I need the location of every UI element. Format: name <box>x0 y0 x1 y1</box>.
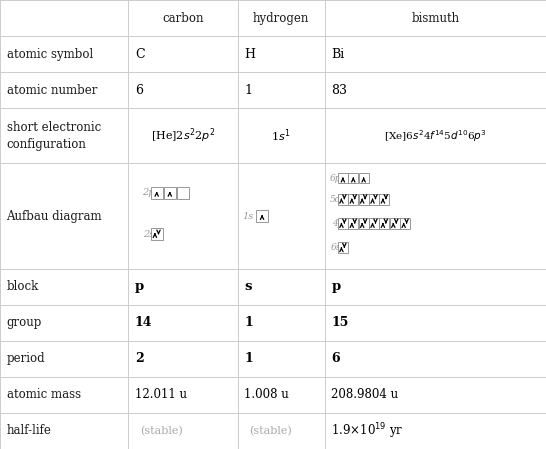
Text: atomic mass: atomic mass <box>7 388 81 401</box>
FancyBboxPatch shape <box>379 194 389 205</box>
FancyBboxPatch shape <box>359 173 369 184</box>
Text: group: group <box>7 317 42 330</box>
Text: p: p <box>135 281 144 294</box>
Text: short electronic
configuration: short electronic configuration <box>7 121 101 151</box>
Text: H: H <box>244 48 255 61</box>
Text: s: s <box>244 281 252 294</box>
Text: 208.9804 u: 208.9804 u <box>331 388 399 401</box>
Text: 1: 1 <box>244 84 252 97</box>
Text: 2p: 2p <box>142 188 155 198</box>
Text: 2s: 2s <box>143 229 155 238</box>
FancyBboxPatch shape <box>369 194 379 205</box>
Text: half-life: half-life <box>7 424 51 437</box>
Text: 15: 15 <box>331 317 349 330</box>
FancyBboxPatch shape <box>177 187 189 199</box>
Text: 1$s^1$: 1$s^1$ <box>271 128 291 144</box>
Text: 12.011 u: 12.011 u <box>135 388 187 401</box>
FancyBboxPatch shape <box>164 187 176 199</box>
Text: carbon: carbon <box>162 12 204 25</box>
Text: block: block <box>7 281 39 294</box>
FancyBboxPatch shape <box>338 218 348 229</box>
Text: [He]2$s^2$2$p^2$: [He]2$s^2$2$p^2$ <box>151 126 215 145</box>
FancyBboxPatch shape <box>390 218 400 229</box>
Text: 1.008 u: 1.008 u <box>244 388 289 401</box>
FancyBboxPatch shape <box>338 242 348 253</box>
FancyBboxPatch shape <box>348 173 358 184</box>
Text: 2: 2 <box>135 352 144 365</box>
Text: hydrogen: hydrogen <box>253 12 310 25</box>
FancyBboxPatch shape <box>379 218 389 229</box>
FancyBboxPatch shape <box>338 194 348 205</box>
Text: 83: 83 <box>331 84 347 97</box>
Text: 6s: 6s <box>331 243 341 252</box>
FancyBboxPatch shape <box>151 228 163 240</box>
Text: 14: 14 <box>135 317 152 330</box>
FancyBboxPatch shape <box>359 218 369 229</box>
FancyBboxPatch shape <box>359 194 369 205</box>
Text: Bi: Bi <box>331 48 345 61</box>
Text: 5d: 5d <box>330 195 341 204</box>
FancyBboxPatch shape <box>338 173 348 184</box>
Text: p: p <box>331 281 341 294</box>
Text: 1.9×10$^{19}$ yr: 1.9×10$^{19}$ yr <box>331 421 404 441</box>
Text: 6: 6 <box>135 84 143 97</box>
Text: bismuth: bismuth <box>411 12 460 25</box>
Text: 4f: 4f <box>332 219 341 228</box>
FancyBboxPatch shape <box>348 194 358 205</box>
Text: Aufbau diagram: Aufbau diagram <box>7 210 102 223</box>
Text: (stable): (stable) <box>140 426 183 436</box>
Text: C: C <box>135 48 145 61</box>
Text: 6: 6 <box>331 352 340 365</box>
Text: 1: 1 <box>244 352 253 365</box>
FancyBboxPatch shape <box>348 218 358 229</box>
FancyBboxPatch shape <box>400 218 410 229</box>
Text: atomic number: atomic number <box>7 84 97 97</box>
FancyBboxPatch shape <box>256 210 268 222</box>
Text: [Xe]6$s^2$4$f^{14}$5$d^{10}$6$p^3$: [Xe]6$s^2$4$f^{14}$5$d^{10}$6$p^3$ <box>384 128 487 144</box>
FancyBboxPatch shape <box>151 187 163 199</box>
Text: 6p: 6p <box>330 174 341 183</box>
FancyBboxPatch shape <box>369 218 379 229</box>
Text: 1s: 1s <box>242 211 254 220</box>
Text: atomic symbol: atomic symbol <box>7 48 93 61</box>
Text: (stable): (stable) <box>250 426 292 436</box>
Text: period: period <box>7 352 45 365</box>
Text: 1: 1 <box>244 317 253 330</box>
